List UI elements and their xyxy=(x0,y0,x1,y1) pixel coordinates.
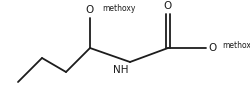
Text: O: O xyxy=(164,1,172,11)
Text: methoxy: methoxy xyxy=(222,41,250,51)
Text: NH: NH xyxy=(112,65,128,75)
Text: O: O xyxy=(208,43,216,53)
Text: methoxy: methoxy xyxy=(102,4,136,13)
Text: O: O xyxy=(86,5,94,15)
